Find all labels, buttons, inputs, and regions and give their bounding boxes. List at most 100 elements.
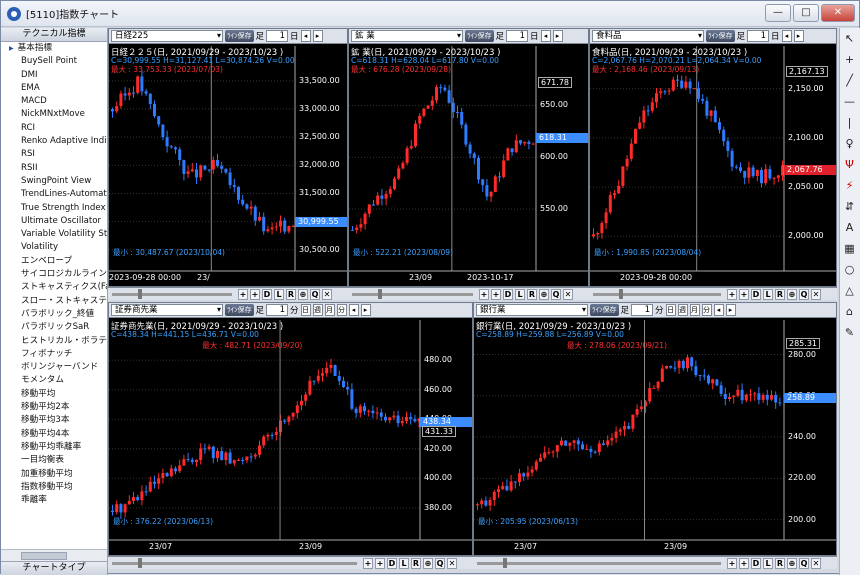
symbol-select[interactable]: 日経225 — [111, 30, 223, 42]
zoom-slider[interactable] — [593, 288, 721, 299]
week-button[interactable]: 週 — [677, 304, 688, 316]
indicator-item[interactable]: SwingPoint View — [21, 175, 92, 186]
draw-tool-icon[interactable]: — — [844, 95, 855, 108]
prev-icon[interactable]: ◂ — [348, 304, 359, 316]
next-icon[interactable]: ▸ — [312, 30, 323, 42]
candlestick-chart[interactable] — [109, 29, 348, 287]
chart-nav-button[interactable]: + — [363, 557, 373, 569]
chart-nav-button[interactable]: + — [739, 288, 749, 300]
chart-nav-button[interactable]: D — [503, 288, 513, 300]
chart-nav-button[interactable]: ⊕ — [298, 288, 308, 300]
chart-type-button[interactable]: チャートタイプ — [1, 561, 107, 575]
draw-tool-icon[interactable]: A — [845, 221, 854, 234]
chart-nav-button[interactable]: R — [775, 557, 785, 569]
indicator-item[interactable]: パラボリック_終値 — [21, 308, 95, 319]
indicator-item[interactable]: True Strength Index — [21, 202, 106, 213]
indicator-item[interactable]: 移動平均4本 — [21, 428, 70, 439]
indicator-item[interactable]: Ultimate Oscillator — [21, 215, 102, 226]
draw-tool-icon[interactable]: ⇵ — [844, 200, 855, 213]
chart-pane[interactable]: 証券商先業ﾗｲﾝ保存足1分日週月分◂▸証券商先業(日, 2021/09/29 -… — [108, 302, 473, 556]
symbol-select[interactable]: 食料品 — [592, 30, 704, 42]
chart-nav-button[interactable]: + — [238, 288, 248, 300]
chart-nav-button[interactable]: Q — [310, 288, 320, 300]
prev-icon[interactable]: ◂ — [713, 304, 724, 316]
zoom-slider[interactable] — [112, 288, 232, 299]
symbol-select[interactable]: 鉱 業 — [351, 30, 463, 42]
symbol-select[interactable]: 銀行業 — [476, 304, 588, 316]
line-save-button[interactable]: ﾗｲﾝ保存 — [465, 30, 494, 42]
step-input[interactable]: 1 — [266, 304, 289, 316]
draw-tool-icon[interactable]: ⚡ — [845, 179, 854, 192]
indicator-item[interactable]: サイコロジカルライン — [21, 269, 107, 280]
chart-nav-button[interactable]: ✕ — [447, 557, 457, 569]
chart-nav-button[interactable]: ✕ — [322, 288, 332, 300]
indicator-item[interactable]: RSII — [21, 162, 38, 173]
draw-tool-icon[interactable]: | — [847, 116, 852, 129]
line-save-button[interactable]: ﾗｲﾝ保存 — [590, 304, 619, 316]
chart-nav-button[interactable]: R — [527, 288, 537, 300]
indicator-item[interactable]: モメンタム — [21, 375, 64, 386]
chart-pane[interactable]: 食料品ﾗｲﾝ保存足1日◂▸ 食料品(日, 2021/09/29 - 2023/10… — [589, 28, 837, 287]
indicator-item[interactable]: MACD — [21, 96, 47, 107]
chart-nav-button[interactable]: + — [250, 288, 260, 300]
indicator-item[interactable]: ストキャスティクス(Fast) — [21, 282, 107, 293]
chart-nav-button[interactable]: + — [375, 557, 385, 569]
chart-nav-button[interactable]: ✕ — [811, 557, 821, 569]
indicator-item[interactable]: 移動平均 — [21, 388, 56, 399]
chart-nav-button[interactable]: + — [479, 288, 489, 300]
month-button[interactable]: 月 — [689, 304, 700, 316]
chart-nav-button[interactable]: L — [763, 288, 773, 300]
chart-nav-button[interactable]: L — [274, 288, 284, 300]
chart-nav-button[interactable]: D — [262, 288, 272, 300]
indicator-item[interactable]: 移動平均3本 — [21, 415, 70, 426]
chart-pane[interactable]: 鉱 業ﾗｲﾝ保存足1日◂▸ 鉱 業(日, 2021/09/29 - 2023/10… — [348, 28, 589, 287]
prev-icon[interactable]: ◂ — [781, 30, 792, 42]
zoom-slider[interactable] — [112, 557, 357, 568]
candlestick-chart[interactable] — [474, 303, 837, 556]
indicator-item[interactable]: 基本指標 — [1, 42, 107, 55]
chart-nav-button[interactable]: D — [751, 288, 761, 300]
line-save-button[interactable]: ﾗｲﾝ保存 — [225, 30, 254, 42]
next-icon[interactable]: ▸ — [552, 30, 563, 42]
indicator-item[interactable]: フィボナッチ — [21, 348, 73, 359]
indicator-item[interactable]: ヒストリカル・ボラティリティ — [21, 335, 107, 346]
candlestick-chart[interactable] — [109, 303, 473, 556]
maximize-button[interactable]: □ — [793, 4, 819, 22]
minute-button[interactable]: 分 — [701, 304, 712, 316]
indicator-item[interactable]: TrendLines-Automatic — [21, 189, 107, 200]
indicator-item[interactable]: 移動平均乖離率 — [21, 441, 82, 452]
chart-nav-button[interactable]: Q — [799, 288, 809, 300]
minimize-button[interactable]: — — [765, 4, 791, 22]
chart-pane[interactable]: 日経225ﾗｲﾝ保存足1日◂▸ 日経２２５(日, 2021/09/29 - 202… — [108, 28, 348, 287]
chart-nav-button[interactable]: ✕ — [563, 288, 573, 300]
indicator-item[interactable]: パラボリックSaR — [21, 322, 90, 333]
step-input[interactable]: 1 — [631, 304, 654, 316]
close-button[interactable]: ✕ — [821, 4, 855, 22]
chart-nav-button[interactable]: ⊕ — [539, 288, 549, 300]
step-input[interactable]: 1 — [266, 30, 289, 42]
chart-nav-button[interactable]: Q — [551, 288, 561, 300]
candlestick-chart[interactable] — [590, 29, 837, 287]
chart-nav-button[interactable]: ⊕ — [787, 288, 797, 300]
indicator-item[interactable]: 一目均衡表 — [21, 455, 64, 466]
chart-nav-button[interactable]: + — [727, 557, 737, 569]
draw-tool-icon[interactable]: + — [844, 53, 855, 66]
chart-nav-button[interactable]: + — [739, 557, 749, 569]
scroll-thumb[interactable] — [21, 552, 67, 560]
candlestick-chart[interactable] — [349, 29, 589, 287]
chart-nav-button[interactable]: L — [515, 288, 525, 300]
indicator-item[interactable]: 加重移動平均 — [21, 468, 73, 479]
zoom-slider[interactable] — [477, 557, 721, 568]
chart-nav-button[interactable]: + — [491, 288, 501, 300]
chart-nav-button[interactable]: R — [286, 288, 296, 300]
chart-pane[interactable]: 銀行業ﾗｲﾝ保存足1分日週月分◂▸銀行業(日, 2021/09/29 - 202… — [473, 302, 837, 556]
chart-nav-button[interactable]: ✕ — [811, 288, 821, 300]
indicator-item[interactable]: DMI — [21, 69, 38, 80]
chart-nav-button[interactable]: ⊕ — [787, 557, 797, 569]
indicator-item[interactable]: 指数移動平均 — [21, 481, 73, 492]
indicator-item[interactable]: EMA — [21, 82, 40, 93]
indicator-item[interactable]: Variable Volatility Stop — [21, 229, 107, 240]
indicator-item[interactable]: RCI — [21, 122, 36, 133]
line-save-button[interactable]: ﾗｲﾝ保存 — [706, 30, 735, 42]
chart-nav-button[interactable]: + — [727, 288, 737, 300]
